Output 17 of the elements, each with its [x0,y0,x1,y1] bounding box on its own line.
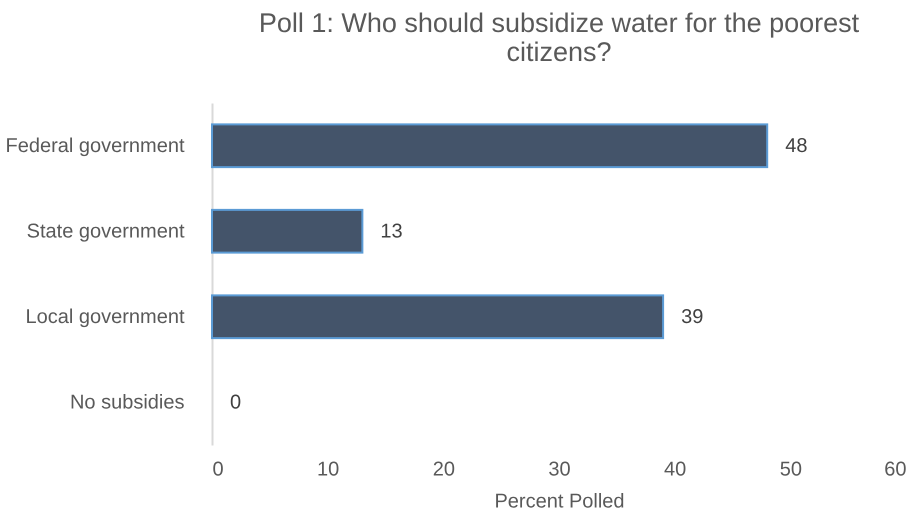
x-tick-label: 60 [884,458,906,480]
x-axis-title: Percent Polled [494,490,625,512]
data-label: 39 [681,306,704,328]
data-label: 13 [380,220,403,242]
y-tick-label: State government [26,220,185,242]
x-tick-label: 0 [212,458,224,480]
data-label: 48 [785,134,808,157]
chart-title: Poll 1: Who should subsidize water for the poorest citizens? [258,8,860,67]
x-tick-label: 50 [780,458,802,480]
y-tick-label: Federal government [6,134,185,157]
x-tick-label: 10 [317,458,340,480]
x-tick-label: 30 [548,458,571,480]
x-tick-label: 20 [432,458,455,480]
data-label: 0 [230,391,242,414]
y-tick-label: No subsidies [70,391,184,414]
x-tick-label: 40 [664,458,686,480]
y-tick-label: Local government [26,306,185,328]
